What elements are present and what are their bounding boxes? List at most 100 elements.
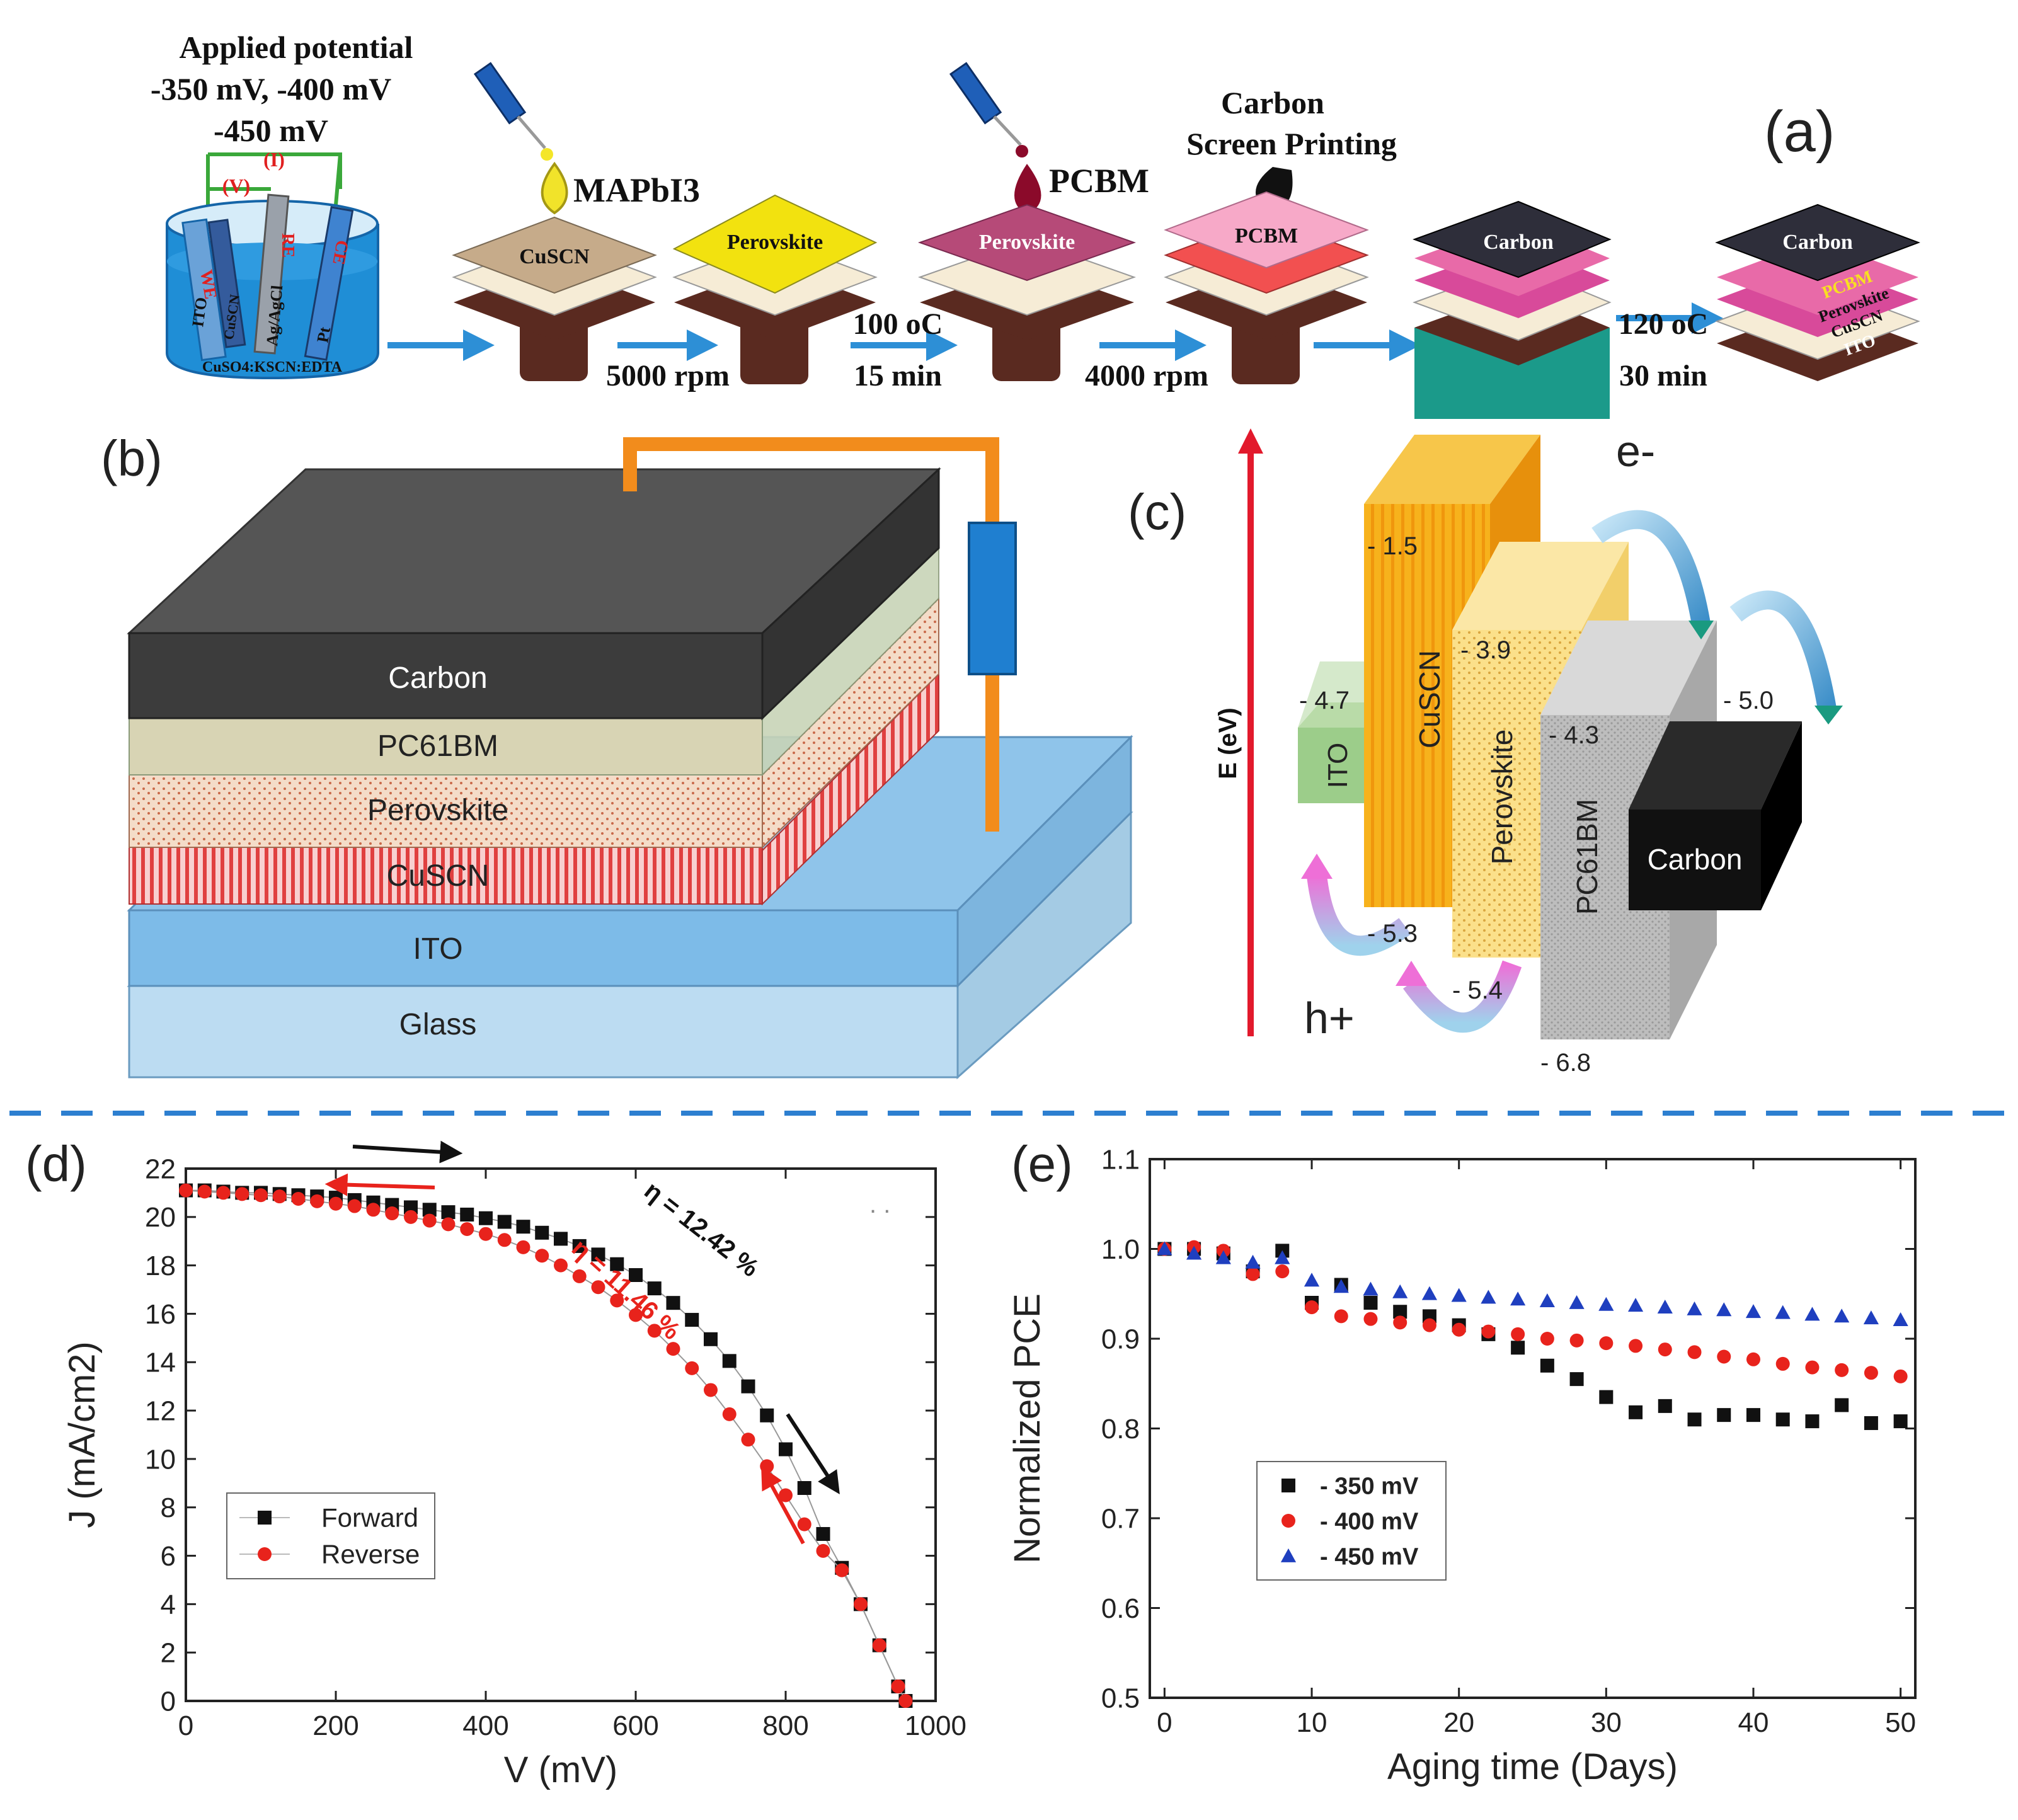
forward-direction-arrow	[786, 1413, 840, 1495]
legend-marker	[1281, 1479, 1295, 1492]
data-point	[666, 1296, 680, 1310]
data-point	[647, 1281, 662, 1296]
load-resistor	[968, 522, 1017, 675]
data-point	[1893, 1414, 1908, 1429]
eta-reverse-label: η = 11.46 %	[566, 1234, 685, 1345]
data-point	[554, 1258, 568, 1273]
data-point	[572, 1269, 587, 1283]
dots-annotation: . .	[869, 1191, 890, 1218]
data-point	[1864, 1366, 1878, 1380]
stack1-top-label: CuSCN	[519, 245, 590, 268]
applied-potential-title: Applied potential	[180, 30, 413, 65]
data-point	[1421, 1286, 1438, 1300]
x-tick-label: 1000	[905, 1710, 966, 1741]
y-tick-label: 1.0	[1101, 1234, 1140, 1265]
data-point	[1363, 1281, 1379, 1296]
jv-chart: 0 200 400 600 800 1000 0 2 4 6 8 10 12 14 16 18 20 22 V (m…	[62, 1153, 966, 1790]
final-stack-top-label: Carbon	[1782, 231, 1853, 254]
data-point	[1687, 1345, 1702, 1359]
data-point	[760, 1459, 774, 1474]
data-point	[310, 1194, 324, 1208]
data-point	[1629, 1405, 1643, 1419]
data-point	[1805, 1414, 1820, 1429]
x-tick-label: 20	[1443, 1707, 1474, 1738]
potential-values-line1: -350 mV, -400 mV	[151, 71, 391, 106]
y-tick-label: 0.5	[1101, 1683, 1140, 1714]
data-point	[385, 1206, 399, 1221]
data-point	[1716, 1302, 1732, 1317]
legend-marker	[258, 1547, 272, 1561]
screen-printed-stack: Carbon	[1413, 200, 1612, 419]
data-point	[1334, 1309, 1348, 1324]
data-point	[1599, 1336, 1614, 1351]
data-point	[741, 1433, 755, 1447]
data-point	[647, 1324, 662, 1338]
data-point	[1775, 1305, 1791, 1319]
step4-temp: 120 oC	[1619, 307, 1709, 341]
data-point	[1746, 1352, 1760, 1366]
data-point	[1510, 1291, 1526, 1306]
x-tick-label: 40	[1738, 1707, 1769, 1738]
panel-d: (d) 0 200 400 600 800 1000 0 2 4 6 8 10 12 14 16 18 20 22…	[25, 1136, 966, 1790]
data-point	[1893, 1369, 1908, 1383]
y-tick-label: 16	[145, 1299, 176, 1330]
data-point	[1775, 1412, 1790, 1427]
legend-label: Forward	[321, 1503, 418, 1533]
y-tick-label: 1.1	[1101, 1144, 1140, 1175]
data-point	[1657, 1300, 1673, 1314]
panel-c-label: (c)	[1128, 484, 1186, 540]
data-point	[1687, 1301, 1702, 1315]
y-axis-label: J (mA/cm2)	[62, 1341, 103, 1528]
data-point	[1511, 1341, 1525, 1355]
mapbi3-label: MAPbI3	[573, 171, 700, 209]
data-point	[816, 1526, 830, 1541]
panel-c: (c) E (eV) ITO CuSCN Perov	[1128, 426, 1843, 1077]
x-tick-label: 10	[1297, 1707, 1327, 1738]
data-point	[216, 1186, 231, 1200]
data-point	[1511, 1327, 1525, 1341]
data-point	[610, 1293, 624, 1308]
y-tick-label: 22	[145, 1153, 176, 1184]
data-point	[704, 1332, 718, 1346]
data-point	[1363, 1296, 1378, 1310]
panel-d-label: (d)	[25, 1136, 87, 1192]
reverse-direction-arrow	[761, 1466, 805, 1545]
y-tick-label: 8	[161, 1492, 176, 1523]
y-tick-label: 2	[161, 1638, 176, 1669]
data-point	[535, 1225, 549, 1240]
data-point	[1481, 1290, 1496, 1304]
y-tick-label: 0.6	[1101, 1593, 1140, 1624]
data-point	[441, 1205, 456, 1220]
data-point	[1569, 1372, 1584, 1387]
data-point	[254, 1188, 268, 1203]
data-point	[1864, 1416, 1878, 1430]
data-point	[1599, 1390, 1614, 1404]
data-point	[347, 1199, 362, 1213]
stack3-top-label: Perovskite	[979, 231, 1075, 254]
data-point	[1804, 1307, 1820, 1321]
data-point	[685, 1313, 699, 1327]
data-point	[479, 1227, 493, 1241]
data-point	[1392, 1284, 1408, 1298]
potential-values-line2: -450 mV	[214, 113, 328, 148]
data-point	[272, 1189, 287, 1204]
data-point	[872, 1638, 886, 1652]
level-perovskite-lumo: - 3.9	[1460, 636, 1511, 664]
series-line	[186, 1189, 907, 1702]
data-point	[197, 1184, 212, 1199]
electrode-re-label: RE	[278, 233, 297, 258]
data-point	[1598, 1296, 1614, 1311]
data-point	[1393, 1305, 1407, 1319]
x-axis-label: Aging time (Days)	[1387, 1746, 1678, 1787]
panel-a-label: (a)	[1764, 100, 1835, 164]
data-point	[1658, 1399, 1672, 1413]
step1-speed: 5000 rpm	[606, 359, 730, 392]
data-point	[572, 1239, 587, 1253]
mapbi3-droplet-icon	[541, 161, 568, 215]
level-pcbm-homo: - 6.8	[1540, 1049, 1591, 1077]
forward-direction-arrow	[352, 1140, 463, 1164]
data-point	[1422, 1318, 1436, 1332]
x-tick-label: 30	[1591, 1707, 1622, 1738]
data-point	[535, 1249, 549, 1263]
data-point	[1363, 1312, 1378, 1326]
